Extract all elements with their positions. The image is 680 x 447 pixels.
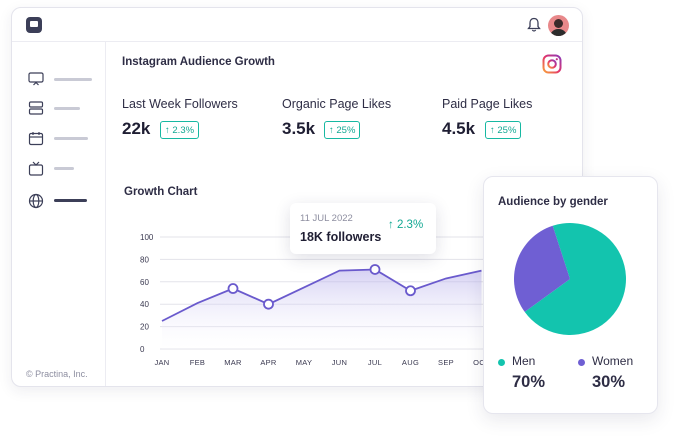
x-tick-label: APR: [260, 358, 277, 367]
tooltip-date: 11 JUL 2022: [300, 213, 353, 224]
y-tick-label: 100: [140, 233, 154, 242]
gender-card: Audience by gender Men 70% Women 30%: [483, 176, 658, 414]
y-tick-label: 0: [140, 345, 145, 354]
data-point: [405, 285, 416, 297]
bell-icon[interactable]: [527, 17, 541, 33]
x-tick-label: JUL: [368, 358, 382, 367]
change-value: 2.3%: [172, 125, 195, 136]
tooltip-change-value: 2.3%: [396, 219, 424, 231]
data-point: [227, 283, 239, 294]
x-tick-label: SEP: [438, 358, 454, 367]
tooltip-value: 18K followers: [300, 230, 382, 244]
legend-men-value: 70%: [512, 373, 546, 391]
metric-label-followers: Last Week Followers: [122, 97, 238, 111]
metric-label-paid: Paid Page Likes: [442, 97, 533, 111]
legend-women-label: Women: [592, 354, 634, 368]
x-tick-label: JAN: [154, 358, 169, 367]
data-point: [263, 298, 274, 310]
gender-card-title: Audience by gender: [498, 196, 608, 208]
change-badge-followers: ↑ 2.3%: [160, 121, 200, 139]
legend-women-value: 30%: [592, 373, 626, 391]
user-avatar[interactable]: [548, 15, 569, 36]
metric-label-organic: Organic Page Likes: [282, 97, 392, 111]
growth-area: [162, 269, 482, 349]
tooltip-change: ↑ 2.3%: [388, 219, 424, 231]
metric-value-organic: 3.5k: [282, 119, 316, 138]
gender-pie-chart: [514, 223, 626, 335]
chat-logo-icon[interactable]: [26, 17, 42, 33]
y-tick-label: 20: [140, 323, 149, 332]
legend-men-label: Men: [512, 354, 536, 368]
data-point: [369, 264, 381, 275]
x-tick-label: AUG: [402, 358, 419, 367]
y-tick-label: 60: [140, 278, 149, 287]
monitor-icon: [28, 72, 44, 86]
sidebar-item-tv[interactable]: [26, 160, 106, 178]
globe-icon: [28, 193, 44, 209]
growth-chart-title: Growth Chart: [124, 186, 198, 198]
sidebar-item-monitor[interactable]: [26, 71, 106, 89]
x-tick-label: MAY: [296, 358, 313, 367]
change-value: 25%: [336, 125, 356, 136]
growth-line: [161, 268, 482, 322]
change-value: 25%: [497, 125, 517, 136]
legend-women-dot: [578, 359, 585, 366]
growth-chart: 0 20 40 60 80 100 JAN FEB MAR APR MAY JUN JUL AUG SEP O…: [140, 233, 512, 367]
chart-tooltip: 11 JUL 2022 18K followers ↑ 2.3%: [290, 203, 436, 254]
copyright-text: © Practina, Inc.: [26, 369, 88, 379]
metric-value-followers: 22k: [122, 119, 151, 138]
y-tick-label: 40: [140, 300, 149, 309]
x-tick-label: MAR: [224, 358, 242, 367]
y-tick-label: 80: [140, 255, 149, 264]
page-title: Instagram Audience Growth: [122, 56, 275, 68]
instagram-icon[interactable]: [542, 54, 562, 74]
pie-slice-women: [514, 225, 570, 312]
sidebar-item-globe[interactable]: [26, 192, 106, 210]
sidebar-item-calendar[interactable]: [26, 130, 106, 148]
sidebar-item-layers[interactable]: [26, 100, 106, 118]
x-tick-label: OCT: [473, 358, 490, 367]
pie-slice-men: [524, 223, 626, 335]
x-tick-label: FEB: [190, 358, 206, 367]
x-tick-label: JUN: [332, 358, 347, 367]
layers-icon: [28, 101, 44, 115]
top-bar: [12, 8, 582, 42]
tv-icon: [28, 161, 44, 176]
calendar-icon: [28, 132, 44, 146]
metric-value-paid: 4.5k: [442, 119, 476, 138]
sidebar: © Practina, Inc.: [12, 42, 106, 386]
change-badge-paid: ↑ 25%: [485, 121, 522, 139]
change-badge-organic: ↑ 25%: [324, 121, 361, 139]
legend-men-dot: [498, 359, 505, 366]
